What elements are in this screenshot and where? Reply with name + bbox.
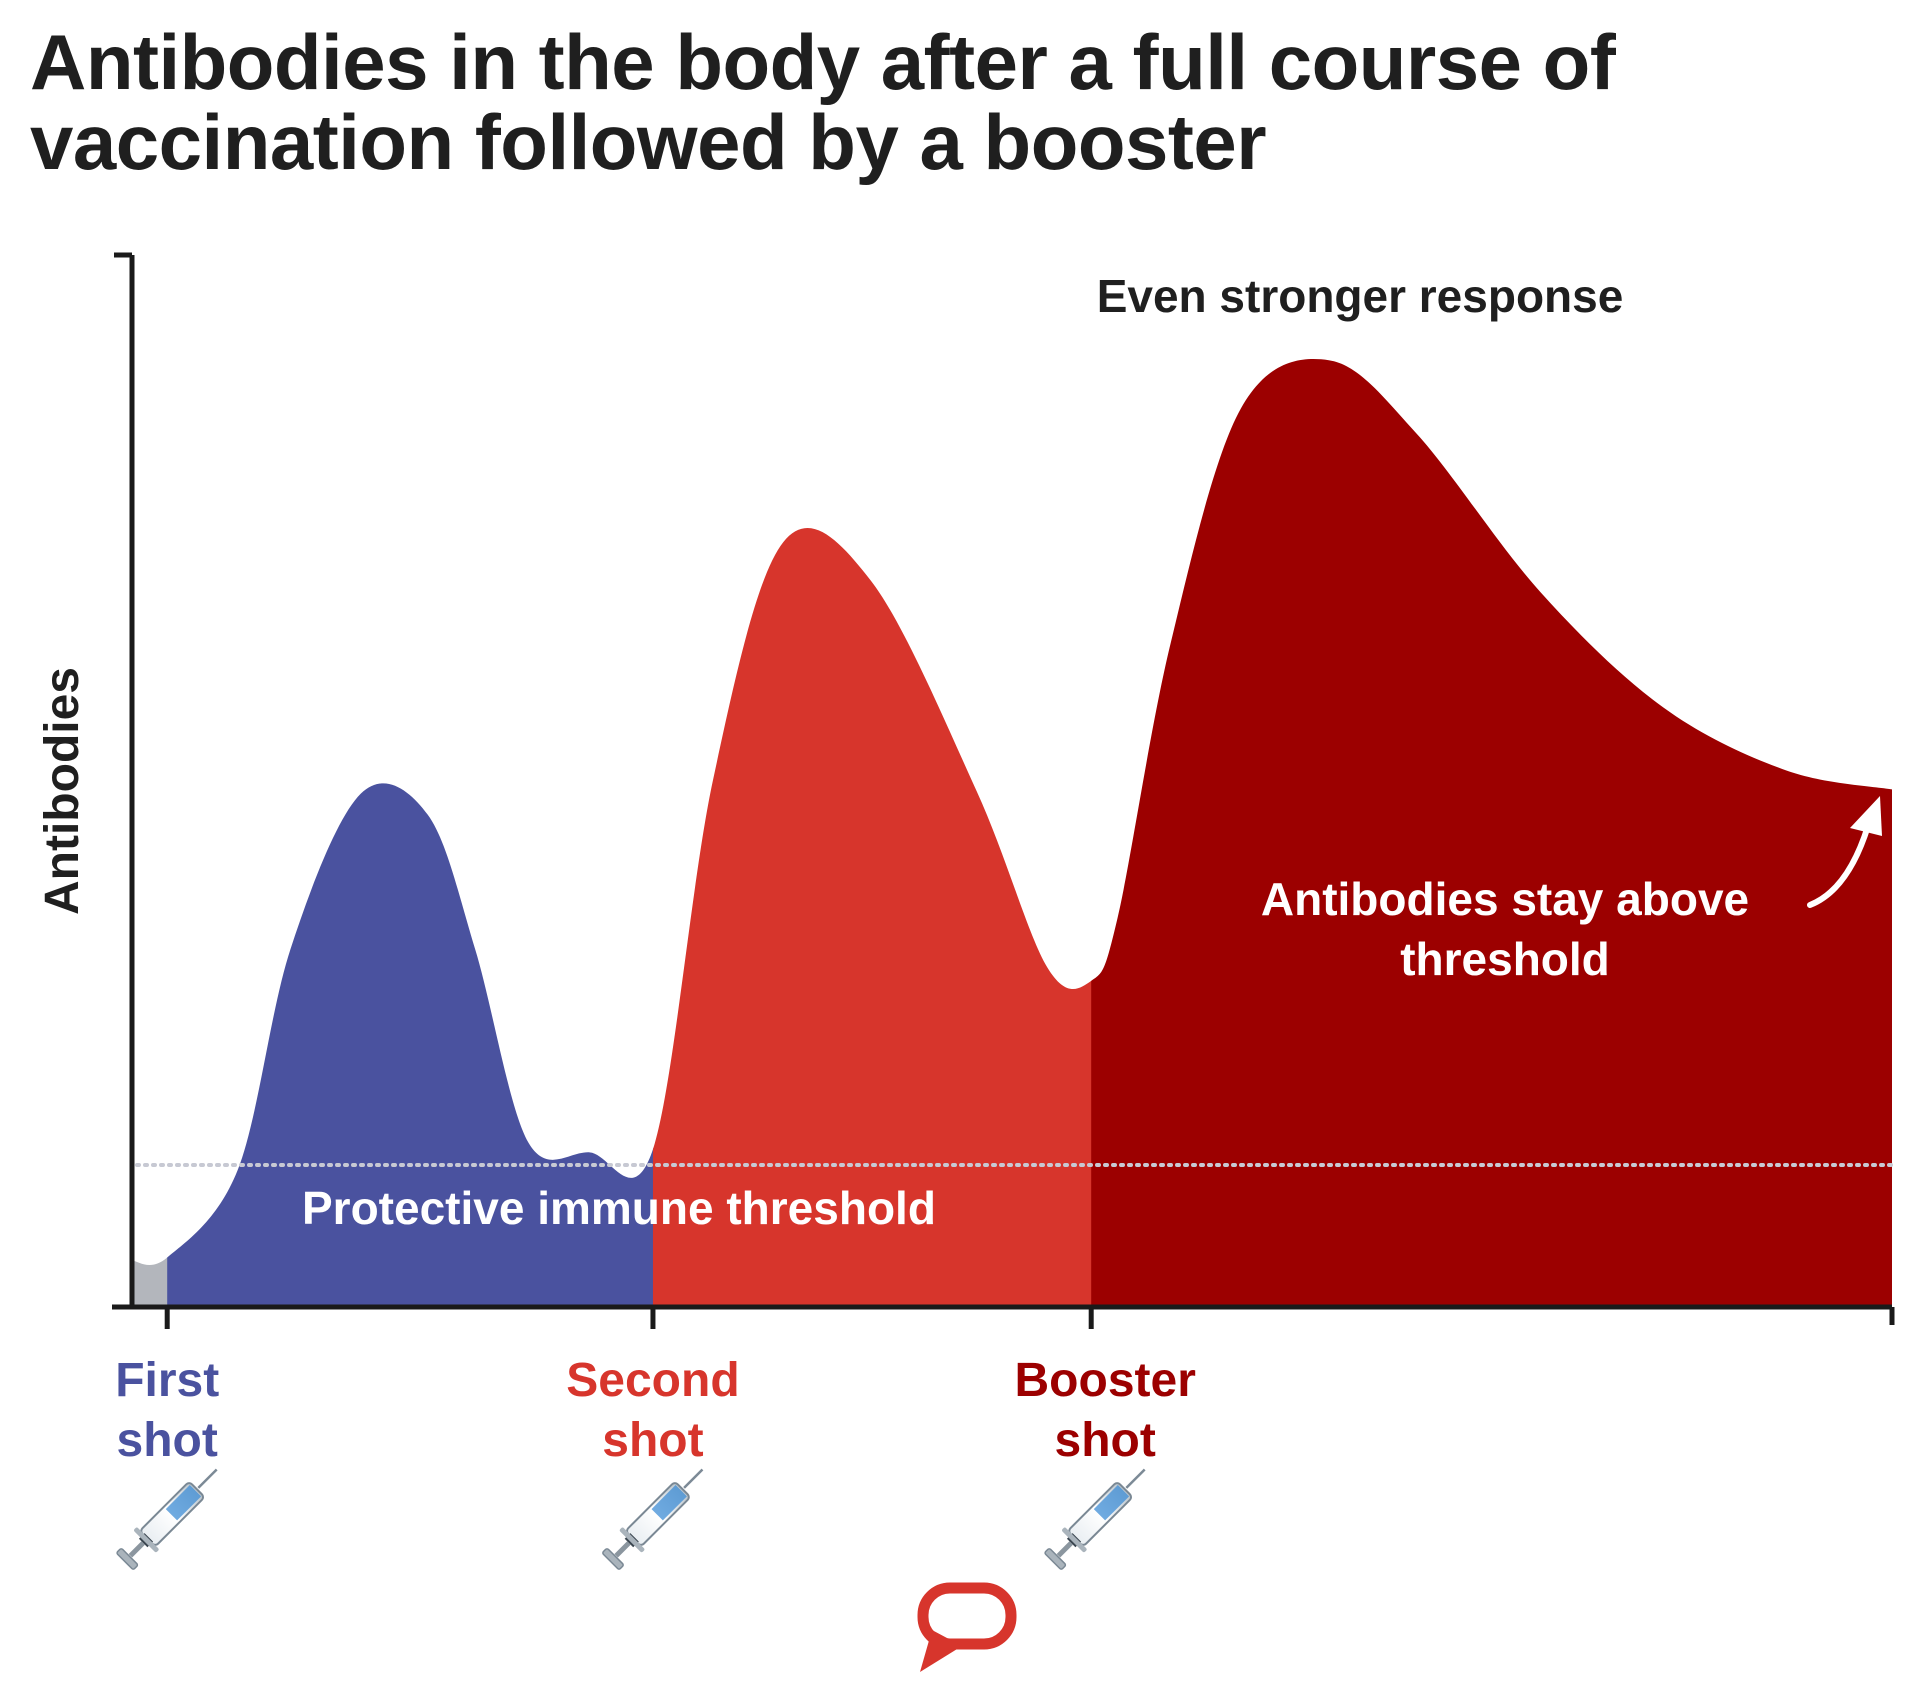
event-booster-shot: Booster shot bbox=[1015, 1307, 1196, 1570]
annotation-stay-above: Antibodies stay above threshold bbox=[1261, 796, 1882, 985]
arrow-icon bbox=[1807, 823, 1871, 908]
event-label-line: Second bbox=[566, 1354, 739, 1407]
segment-after-first-shot bbox=[167, 359, 654, 1307]
title-line-1: Antibodies in the body after a full cour… bbox=[30, 18, 1616, 106]
segment-after-booster bbox=[1091, 359, 1892, 1307]
event-label-line: shot bbox=[602, 1414, 703, 1467]
arrowhead-icon bbox=[1850, 796, 1882, 836]
y-axis-label: Antibodies bbox=[36, 667, 89, 915]
annotation-even-stronger: Even stronger response bbox=[1097, 270, 1624, 322]
syringe-icon bbox=[1044, 1468, 1146, 1570]
syringe-icon bbox=[602, 1468, 704, 1570]
event-second-shot: Second shot bbox=[566, 1307, 740, 1570]
logo-bubble bbox=[917, 1582, 1017, 1650]
area-segments bbox=[132, 359, 1892, 1307]
title-line-2: vaccination followed by a booster bbox=[30, 98, 1267, 186]
shot-labels: First shot Second shot Booster shot bbox=[115, 1307, 1196, 1570]
event-first-shot: First shot bbox=[115, 1307, 219, 1570]
annotation-stay-above-line-2: threshold bbox=[1400, 933, 1610, 985]
logo-tail bbox=[920, 1630, 962, 1672]
chart-title: Antibodies in the body after a full cour… bbox=[30, 22, 1890, 182]
threshold-label: Protective immune threshold bbox=[302, 1182, 936, 1234]
speech-bubble-logo bbox=[917, 1582, 1017, 1672]
event-label-line: shot bbox=[1055, 1414, 1156, 1467]
syringe-icon bbox=[116, 1468, 218, 1570]
event-label-line: shot bbox=[117, 1414, 218, 1467]
segment-after-second-shot bbox=[652, 359, 1092, 1307]
event-label-line: First bbox=[115, 1354, 219, 1407]
event-label-line: Booster bbox=[1015, 1354, 1196, 1407]
annotation-stay-above-line-1: Antibodies stay above bbox=[1261, 873, 1749, 925]
axes bbox=[112, 252, 1895, 1325]
segment-pre-vaccination bbox=[132, 359, 168, 1307]
